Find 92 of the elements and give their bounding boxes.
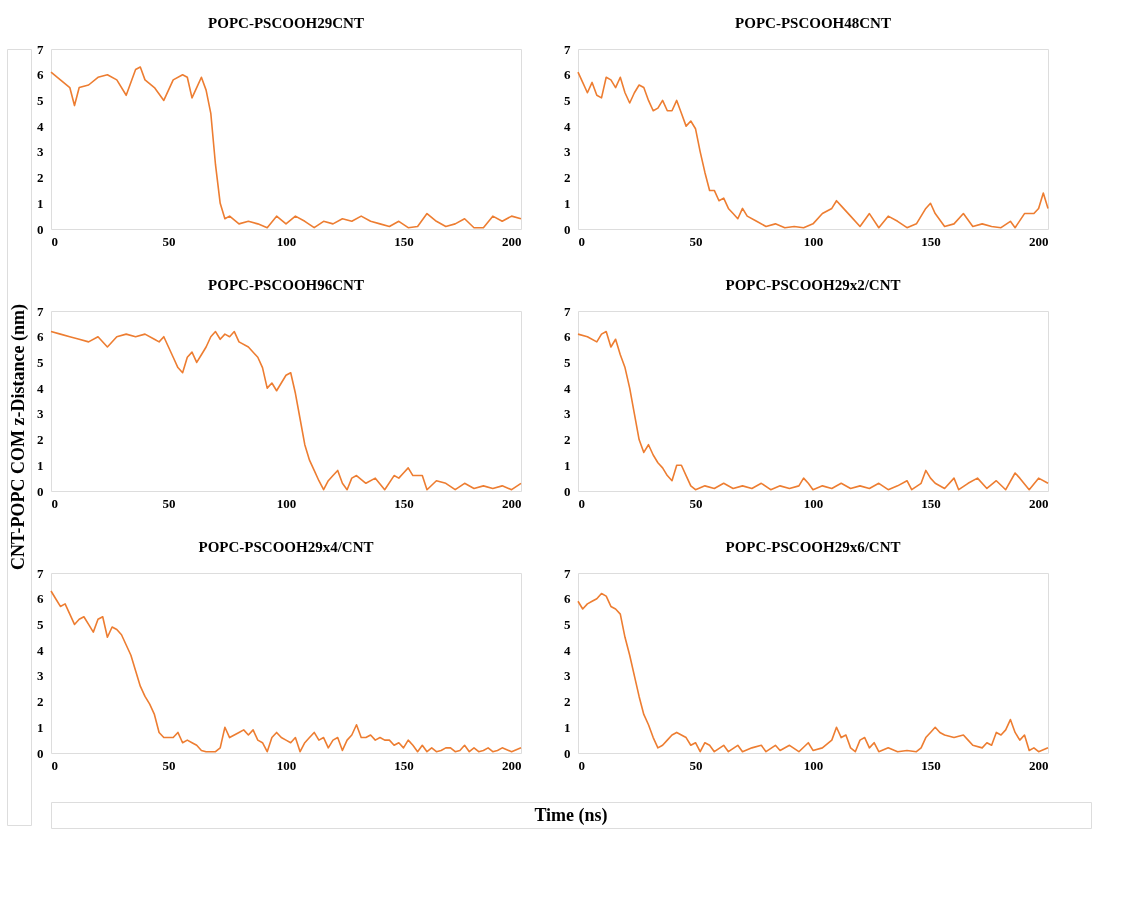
y-tick-label: 0 [564, 221, 571, 237]
y-tick-label: 2 [564, 432, 571, 448]
x-tick-label: 50 [689, 495, 703, 511]
y-tick-label: 1 [564, 457, 571, 473]
x-tick-label: 100 [803, 495, 824, 511]
y-tick-label: 1 [564, 719, 571, 735]
y-tick-label: 7 [564, 303, 571, 319]
y-tick-label: 3 [37, 144, 44, 160]
x-tick-label: 0 [578, 495, 585, 511]
y-tick-label: 0 [37, 483, 44, 499]
y-tick-label: 5 [564, 616, 571, 632]
y-tick-label: 5 [37, 92, 44, 108]
y-tick-label: 4 [37, 380, 44, 396]
y-tick-label: 7 [37, 565, 44, 581]
x-tick-label: 150 [921, 233, 941, 249]
y-tick-label: 3 [564, 668, 571, 684]
x-tick-label: 0 [51, 233, 58, 249]
y-tick-label: 1 [564, 195, 571, 211]
x-tick-label: 100 [803, 233, 824, 249]
y-tick-label: 4 [37, 118, 44, 134]
x-tick-label: 0 [578, 757, 585, 773]
x-tick-label: 200 [1029, 233, 1049, 249]
y-tick-label: 3 [564, 144, 571, 160]
y-tick-label: 5 [564, 354, 571, 370]
x-tick-label: 150 [921, 495, 941, 511]
x-tick-label: 0 [51, 757, 58, 773]
line-series [577, 71, 1049, 229]
y-tick-label: 1 [37, 195, 44, 211]
y-tick-label: 6 [564, 329, 571, 345]
y-tick-label: 6 [37, 67, 44, 83]
y-tick-label: 6 [37, 329, 44, 345]
x-tick-label: 50 [162, 233, 176, 249]
y-tick-label: 7 [564, 41, 571, 57]
line-series [50, 590, 522, 753]
x-tick-label: 200 [1029, 757, 1049, 773]
y-tick-label: 7 [37, 303, 44, 319]
y-tick-label: 5 [37, 354, 44, 370]
y-tick-label: 3 [564, 406, 571, 422]
x-tick-label: 150 [394, 495, 414, 511]
line-series [577, 330, 1049, 491]
x-tick-label: 200 [502, 495, 522, 511]
x-tick-label: 100 [276, 495, 297, 511]
line-series [50, 66, 522, 229]
x-tick-label: 100 [803, 757, 824, 773]
x-tick-label: 50 [689, 233, 703, 249]
y-tick-label: 2 [564, 694, 571, 710]
y-tick-label: 5 [37, 616, 44, 632]
line-series [50, 330, 522, 491]
chart-title: POPC-PSCOOH96CNT [208, 277, 364, 293]
y-tick-label: 0 [564, 745, 571, 761]
x-tick-label: 50 [689, 757, 703, 773]
y-tick-label: 4 [564, 380, 571, 396]
y-tick-label: 0 [564, 483, 571, 499]
y-tick-label: 5 [564, 92, 571, 108]
x-tick-label: 100 [276, 233, 297, 249]
x-tick-label: 0 [578, 233, 585, 249]
chart-title: POPC-PSCOOH29x6/CNT [725, 539, 901, 555]
y-tick-label: 4 [564, 118, 571, 134]
line-series [577, 592, 1049, 753]
y-tick-label: 4 [564, 642, 571, 658]
y-tick-label: 2 [37, 694, 44, 710]
y-tick-label: 7 [564, 565, 571, 581]
x-tick-label: 200 [1029, 495, 1049, 511]
chart-title: POPC-PSCOOH29x2/CNT [725, 277, 901, 293]
x-tick-label: 150 [394, 233, 414, 249]
x-tick-label: 100 [276, 757, 297, 773]
chart-title: POPC-PSCOOH29CNT [208, 15, 364, 31]
x-tick-label: 0 [51, 495, 58, 511]
y-tick-label: 6 [37, 591, 44, 607]
x-tick-label: 150 [921, 757, 941, 773]
y-tick-label: 1 [37, 457, 44, 473]
y-tick-label: 3 [37, 406, 44, 422]
x-tick-label: 200 [502, 757, 522, 773]
y-axis-title: CNT-POPC COM z-Distance (nm) [8, 304, 29, 570]
y-tick-label: 0 [37, 221, 44, 237]
x-axis-title: Time (ns) [534, 805, 608, 826]
y-tick-label: 6 [564, 67, 571, 83]
y-tick-label: 7 [37, 41, 44, 57]
y-tick-label: 1 [37, 719, 44, 735]
x-tick-label: 150 [394, 757, 414, 773]
y-tick-label: 2 [564, 170, 571, 186]
y-tick-label: 2 [37, 432, 44, 448]
y-tick-label: 3 [37, 668, 44, 684]
x-tick-label: 200 [502, 233, 522, 249]
y-tick-label: 0 [37, 745, 44, 761]
y-tick-label: 2 [37, 170, 44, 186]
y-tick-label: 6 [564, 591, 571, 607]
chart-title: POPC-PSCOOH29x4/CNT [198, 539, 374, 555]
chart-title: POPC-PSCOOH48CNT [735, 15, 891, 31]
x-tick-label: 50 [162, 495, 176, 511]
y-tick-label: 4 [37, 642, 44, 658]
x-tick-label: 50 [162, 757, 176, 773]
